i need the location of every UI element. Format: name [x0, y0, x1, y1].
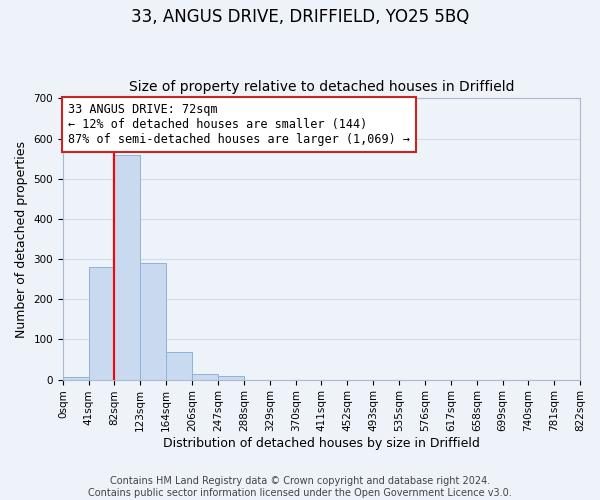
Y-axis label: Number of detached properties: Number of detached properties: [15, 140, 28, 338]
Text: 33, ANGUS DRIVE, DRIFFIELD, YO25 5BQ: 33, ANGUS DRIVE, DRIFFIELD, YO25 5BQ: [131, 8, 469, 26]
Bar: [63, 377, 89, 380]
Text: 33 ANGUS DRIVE: 72sqm
← 12% of detached houses are smaller (144)
87% of semi-det: 33 ANGUS DRIVE: 72sqm ← 12% of detached …: [68, 102, 410, 146]
Bar: [166, 352, 192, 380]
Bar: [193, 374, 218, 380]
Title: Size of property relative to detached houses in Driffield: Size of property relative to detached ho…: [129, 80, 514, 94]
Bar: [115, 154, 140, 380]
Bar: [218, 376, 244, 380]
Bar: [89, 267, 115, 380]
X-axis label: Distribution of detached houses by size in Driffield: Distribution of detached houses by size …: [163, 437, 480, 450]
Bar: [140, 263, 166, 380]
Text: Contains HM Land Registry data © Crown copyright and database right 2024.
Contai: Contains HM Land Registry data © Crown c…: [88, 476, 512, 498]
